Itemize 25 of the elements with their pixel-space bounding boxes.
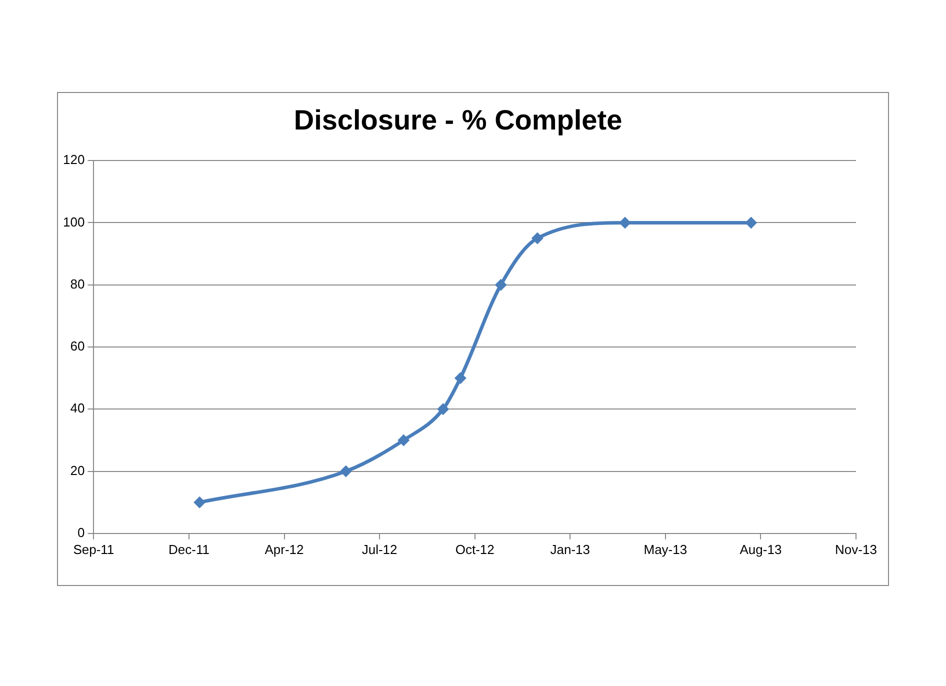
y-tick-label: 100: [62, 214, 85, 230]
x-tick-label: Jul-12: [362, 542, 398, 557]
y-tick-label: 80: [70, 276, 85, 292]
point: [437, 403, 450, 416]
x-tick-label: May-13: [644, 542, 688, 557]
point: [454, 372, 466, 384]
y-tick-label: 60: [70, 338, 85, 354]
x-tick-label: Nov-13: [835, 542, 877, 557]
x-tick-label: Oct-12: [455, 542, 494, 557]
point: [398, 434, 410, 446]
chart-title: Disclosure - % Complete: [294, 104, 622, 136]
point: [745, 216, 758, 229]
point: [340, 465, 352, 478]
x-tick-label: Dec-11: [168, 542, 210, 557]
point: [194, 496, 206, 508]
y-tick-label: 120: [62, 152, 85, 168]
x-tick-label: Sep-11: [73, 542, 114, 557]
point: [494, 278, 507, 291]
x-tick-label: Aug-13: [740, 542, 782, 557]
x-tick-label: Apr-12: [264, 542, 304, 557]
x-tick-label: Jan-13: [550, 542, 590, 557]
y-tick-label: 40: [70, 400, 85, 416]
y-tick-label: 0: [77, 524, 85, 540]
y-tick-label: 20: [70, 462, 85, 478]
point: [531, 232, 544, 244]
